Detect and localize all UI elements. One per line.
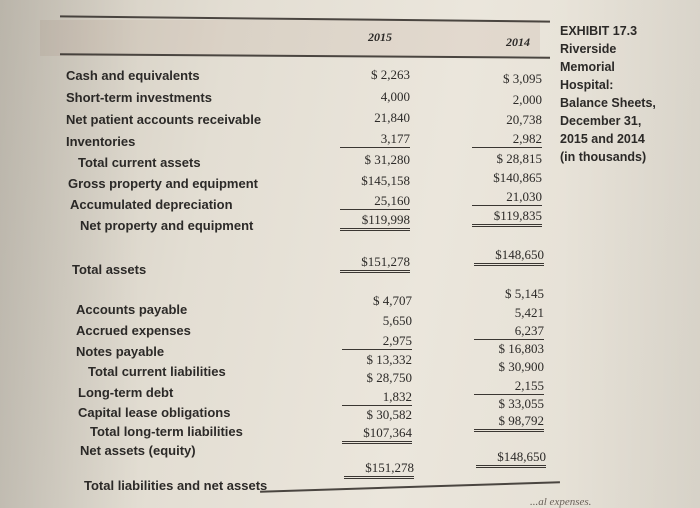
row-label: Total current assets [78,155,201,170]
value-2014: 5,421 [514,305,544,320]
exhibit-title-line: (in thousands) [560,150,647,164]
row-label: Accounts payable [76,302,188,317]
row-label: Cash and equivalents [66,68,200,83]
value-2015: $151,278 [344,460,414,479]
row-label: Total assets [72,262,147,277]
value-2015: 5,650 [382,313,412,328]
value-2015: $ 13,332 [366,352,413,367]
value-2015: 21,840 [374,110,410,125]
value-2015: $151,278 [340,254,410,273]
value-2014: $140,865 [493,170,542,185]
row-label: Accrued expenses [76,323,191,338]
row-label: Total liabilities and net assets [84,478,268,493]
exhibit-number: EXHIBIT 17.3 [560,24,638,38]
value-2015: $145,158 [361,173,410,188]
value-2014: 21,030 [472,189,542,206]
value-2015: 3,177 [340,131,410,148]
next-text-fragment: ...al expenses. [530,496,592,508]
exhibit-caption: EXHIBIT 17.3 Riverside Memorial Hospital… [560,22,690,166]
value-2014: $ 98,792 [474,413,544,432]
value-2015: $ 31,280 [364,152,411,167]
row-label: Capital lease obligations [78,405,231,420]
value-2015: $ 30,582 [366,407,413,422]
value-2014: $119,835 [472,208,542,227]
row-label: Net patient accounts receivable [66,112,262,127]
row-label: Accumulated depreciation [70,197,233,212]
exhibit-title-line: Hospital: [560,78,614,92]
value-2014: $ 3,095 [503,71,542,86]
value-2015: $107,364 [342,425,412,444]
column-header-2014: 2014 [506,35,530,49]
value-2014: $ 28,815 [496,151,543,166]
value-2014: 6,237 [474,323,544,340]
value-2015: $ 4,707 [373,293,412,308]
value-2014: 2,000 [512,92,542,107]
value-2014: $ 30,900 [498,359,545,374]
value-2015: 1,832 [342,389,412,406]
value-2014: $ 33,055 [498,396,545,411]
column-header-2015: 2015 [368,30,392,44]
row-label: Net property and equipment [80,218,254,233]
row-label: Short-term investments [66,90,212,105]
row-label: Gross property and equipment [68,176,258,191]
value-2014: $ 16,803 [498,341,545,356]
value-2014: 2,155 [474,378,544,395]
value-2014: $148,650 [476,449,546,468]
value-2015: $ 28,750 [366,370,413,385]
header-tint [40,20,540,56]
exhibit-title-line: December 31, [560,114,642,128]
value-2015: 2,975 [342,333,412,350]
value-2015: $ 2,263 [371,67,410,82]
exhibit-title-line: Memorial [560,60,615,74]
value-2014: $148,650 [474,247,544,266]
row-label: Notes payable [76,344,165,359]
row-label: Total current liabilities [88,364,226,379]
value-2014: $ 5,145 [505,286,544,301]
bottom-rule [260,481,560,493]
row-label: Long-term debt [78,385,174,400]
value-2015: 4,000 [380,89,410,104]
value-2015: $119,998 [340,212,410,231]
exhibit-title-line: Balance Sheets, [560,96,656,110]
row-label: Total long-term liabilities [90,424,243,439]
exhibit-title-line: Riverside [560,42,617,56]
value-2015: 25,160 [340,193,410,210]
exhibit-title-line: 2015 and 2014 [560,132,645,146]
row-label: Inventories [66,134,136,149]
value-2014: 20,738 [506,112,542,127]
value-2014: 2,982 [472,131,542,148]
row-label: Net assets (equity) [80,443,196,458]
